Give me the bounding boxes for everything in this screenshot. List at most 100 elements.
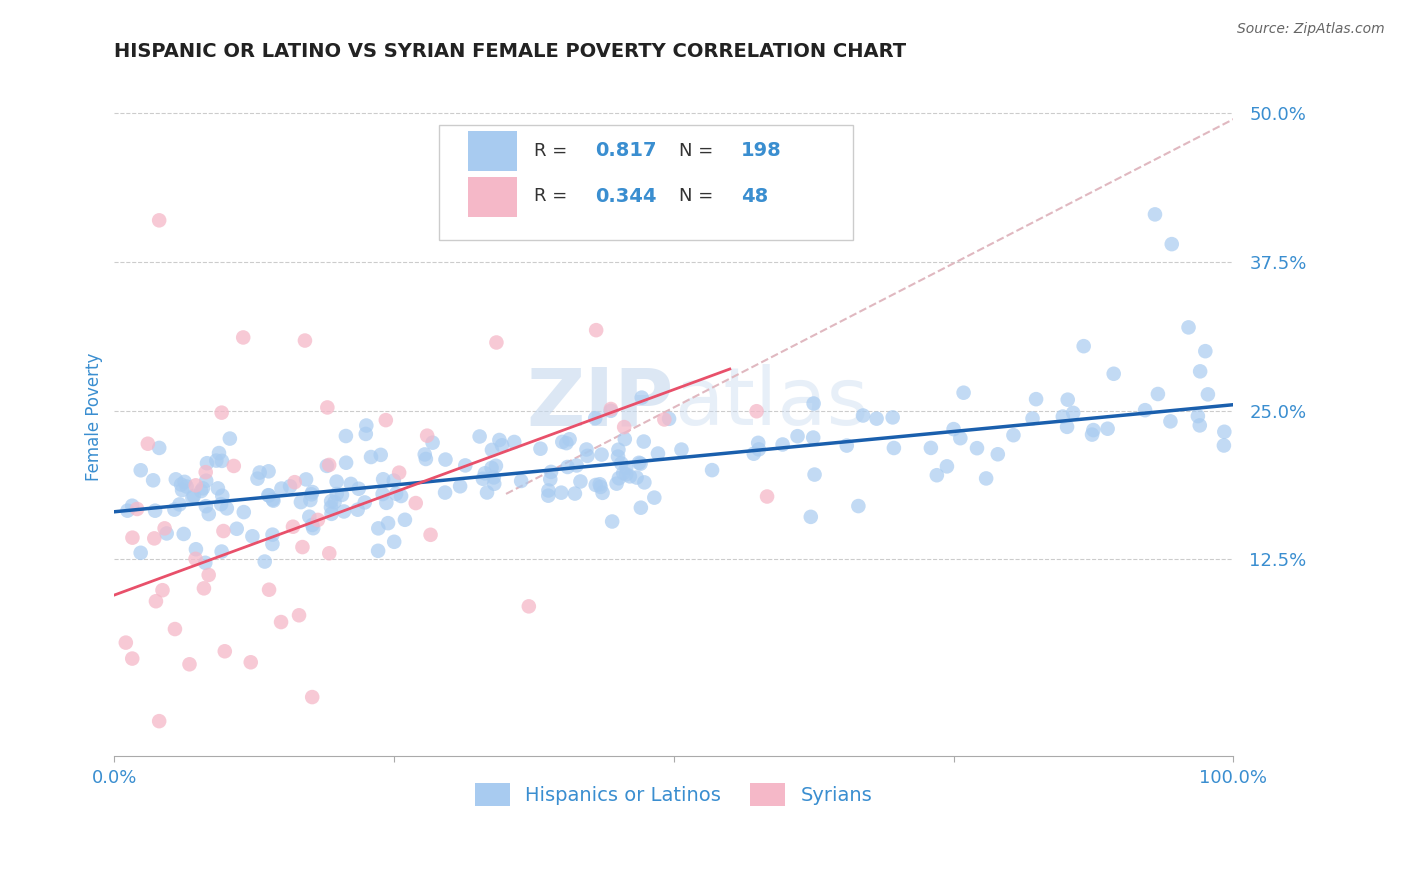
Text: ZIP: ZIP	[527, 364, 673, 442]
Point	[382, 534, 405, 549]
Point	[165, 472, 187, 486]
Point	[257, 582, 280, 597]
Point	[136, 436, 159, 450]
Point	[319, 500, 342, 515]
Text: 0.817: 0.817	[596, 141, 657, 161]
Point	[205, 453, 228, 467]
Point	[394, 513, 416, 527]
Point	[1083, 423, 1105, 437]
Point	[537, 483, 560, 498]
Point	[700, 463, 723, 477]
Point	[211, 406, 233, 420]
Point	[966, 441, 988, 455]
Point	[170, 483, 193, 497]
Point	[882, 410, 904, 425]
Point	[647, 446, 669, 460]
FancyBboxPatch shape	[439, 125, 853, 240]
Point	[1160, 237, 1182, 252]
Point	[537, 489, 560, 503]
Point	[360, 450, 382, 464]
Point	[614, 460, 637, 475]
Point	[148, 213, 170, 227]
Point	[152, 583, 174, 598]
Point	[485, 335, 508, 350]
Point	[756, 490, 779, 504]
Point	[370, 448, 392, 462]
Point	[218, 432, 240, 446]
Point	[197, 568, 219, 582]
Point	[195, 456, 218, 470]
Point	[356, 418, 378, 433]
Point	[301, 690, 323, 704]
Point	[1177, 320, 1199, 334]
Point	[474, 467, 496, 481]
Point	[1213, 425, 1236, 439]
Point	[607, 450, 630, 464]
Point	[121, 499, 143, 513]
Point	[925, 468, 948, 483]
Point	[208, 446, 231, 460]
Point	[551, 434, 574, 449]
Point	[232, 505, 254, 519]
Point	[883, 441, 905, 455]
Point	[173, 527, 195, 541]
Y-axis label: Female Poverty: Female Poverty	[86, 352, 103, 481]
Point	[191, 481, 214, 495]
Point	[209, 497, 232, 511]
Point	[239, 655, 262, 669]
Point	[468, 429, 491, 443]
Point	[184, 478, 207, 492]
Point	[538, 472, 561, 486]
Point	[633, 434, 655, 449]
Point	[488, 433, 510, 447]
Point	[607, 471, 630, 485]
Point	[517, 599, 540, 614]
Point	[225, 522, 247, 536]
Point	[148, 441, 170, 455]
Point	[630, 391, 652, 405]
Point	[170, 477, 193, 491]
Point	[772, 437, 794, 451]
Point	[1021, 411, 1043, 425]
Point	[471, 472, 494, 486]
Point	[606, 476, 628, 491]
Point	[949, 431, 972, 445]
Point	[197, 507, 219, 521]
Point	[643, 491, 665, 505]
Point	[671, 442, 693, 457]
Point	[316, 401, 339, 415]
Point	[449, 479, 471, 493]
Point	[163, 502, 186, 516]
Point	[262, 537, 284, 551]
Point	[301, 485, 323, 500]
Point	[321, 494, 343, 508]
Point	[194, 500, 217, 514]
Point	[169, 497, 191, 511]
Text: 48: 48	[741, 186, 768, 206]
Point	[148, 714, 170, 728]
Point	[194, 556, 217, 570]
Point	[1194, 344, 1216, 359]
Point	[589, 477, 612, 491]
Point	[803, 396, 825, 410]
Point	[301, 518, 323, 533]
Point	[290, 495, 312, 509]
Point	[183, 489, 205, 503]
Point	[592, 485, 614, 500]
Point	[222, 458, 245, 473]
Point	[117, 503, 139, 517]
Point	[299, 493, 322, 508]
Point	[284, 475, 307, 490]
Point	[156, 526, 179, 541]
Point	[375, 496, 398, 510]
Point	[748, 442, 770, 457]
Point	[540, 465, 562, 479]
Point	[121, 651, 143, 665]
Point	[257, 488, 280, 502]
Point	[211, 454, 233, 468]
Point	[987, 447, 1010, 461]
Point	[121, 531, 143, 545]
Point	[246, 472, 269, 486]
Point	[1188, 418, 1211, 433]
Point	[333, 504, 356, 518]
